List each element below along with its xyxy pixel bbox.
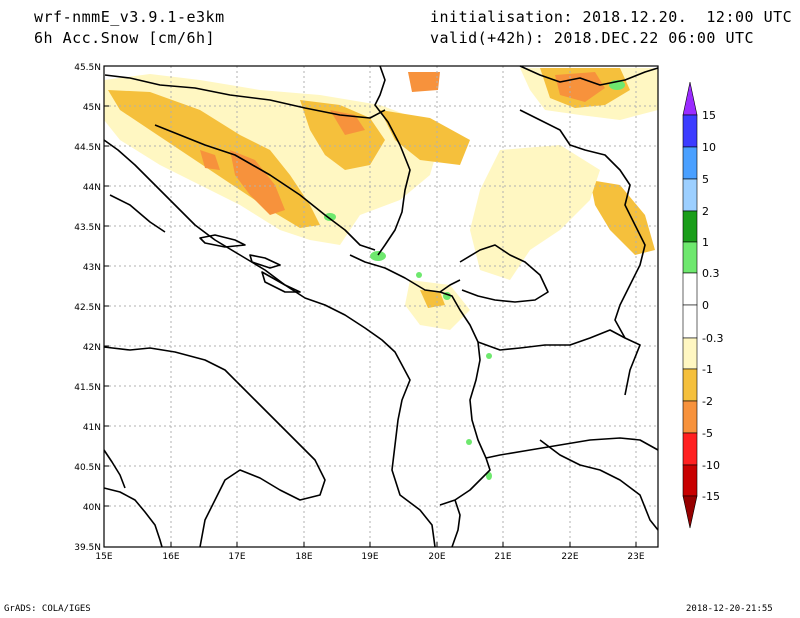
colorbar-box — [682, 400, 698, 434]
snow-moderate-south — [420, 290, 445, 308]
lat-label: 42.5N — [74, 303, 101, 313]
lat-label: 40.5N — [74, 463, 101, 473]
colorbar-label: -10 — [702, 459, 720, 472]
italy-ionian-coast — [103, 449, 126, 489]
colorbar-label: 0 — [702, 299, 709, 312]
colorbar-label: 10 — [702, 141, 716, 154]
kosovo-border — [459, 244, 549, 303]
snow-heavy-patch-1 — [230, 150, 285, 215]
lat-label: 40N — [83, 503, 101, 513]
lon-label: 16E — [162, 552, 179, 562]
colorbar-top-arrow — [682, 81, 698, 116]
axis-ticks — [104, 65, 637, 547]
footer-timestamp: 2018-12-20-21:55 — [686, 604, 773, 614]
footer-credit: GrADS: COLA/IGES — [4, 604, 91, 614]
init-time: initialisation: 2018.12.20. 12:00 UTC — [430, 8, 793, 26]
colorbar-box — [682, 272, 698, 306]
snow-green-5 — [416, 272, 422, 278]
bosnia-east-border — [374, 65, 411, 256]
lon-label: 21E — [494, 552, 511, 562]
lat-label: 44N — [83, 183, 101, 193]
valid-time: valid(+42h): 2018.DEC.22 06:00 UTC — [430, 29, 755, 47]
snow-green-2 — [370, 251, 386, 261]
colorbar-label: -0.3 — [702, 332, 723, 345]
lat-label: 41.5N — [74, 383, 101, 393]
italy-heel-coast — [103, 346, 326, 548]
snow-green-1 — [324, 213, 336, 221]
colorbar-box — [682, 210, 698, 243]
istria-coast — [109, 194, 166, 233]
lon-label: 23E — [627, 552, 644, 562]
snow-heavy-patch-3 — [200, 150, 220, 170]
colorbar-label: 0.3 — [702, 267, 720, 280]
colorbar-label: -15 — [702, 490, 720, 503]
island-hvar — [249, 254, 281, 269]
lat-label: 43N — [83, 263, 101, 273]
colorbar-label: -5 — [702, 427, 713, 440]
albania-east-border — [439, 291, 491, 506]
aegean-coast — [539, 439, 659, 531]
lon-labels: 15E 16E 17E 18E 19E 20E 21E 22E 23E — [95, 552, 644, 562]
snow-heavy-patch-2 — [330, 110, 365, 135]
model-title: wrf-nmmE_v3.9.1-e3km — [34, 8, 225, 26]
lon-label: 18E — [295, 552, 312, 562]
bosnia-north-border — [154, 124, 376, 251]
snow-green-8 — [486, 472, 492, 480]
lon-label: 15E — [95, 552, 112, 562]
colorbar-box — [682, 114, 698, 148]
montenegro-border — [349, 254, 461, 293]
croatia-north-border — [104, 74, 386, 119]
snow-green-7 — [466, 439, 472, 445]
lat-label: 42N — [83, 343, 101, 353]
colorbar-bottom-arrow — [682, 495, 698, 529]
lat-label: 45N — [83, 103, 101, 113]
epirus-coast — [451, 499, 461, 548]
lat-label: 44.5N — [74, 143, 101, 153]
island-korcula — [261, 271, 301, 293]
lon-label: 17E — [228, 552, 245, 562]
snow-moderate-east — [590, 180, 655, 255]
island-brac — [199, 234, 246, 248]
snow-heavy-ne — [555, 72, 605, 102]
macedonia-border — [477, 329, 641, 396]
lat-label: 39.5N — [74, 543, 101, 553]
snow-moderate-serbia — [380, 110, 470, 165]
colorbar: 15 10 5 2 1 0.3 0 -0.3 -1 -2 -5 -10 -15 — [682, 81, 723, 529]
lon-label: 20E — [428, 552, 445, 562]
colorbar-label: 5 — [702, 173, 709, 186]
colorbar-box — [682, 432, 698, 466]
colorbar-label: -1 — [702, 363, 713, 376]
lat-labels: 45.5N 45N 44.5N 44N 43.5N 43N 42.5N 42N … — [74, 63, 101, 553]
colorbar-box — [682, 368, 698, 402]
coastlines-borders — [103, 65, 659, 548]
colorbar-box — [682, 337, 698, 370]
colorbar-box — [682, 464, 698, 497]
colorbar-label: 15 — [702, 109, 716, 122]
colorbar-label: 1 — [702, 236, 709, 249]
romania-border — [519, 65, 659, 86]
greece-north-border — [485, 437, 659, 459]
snow-heavy-north — [408, 72, 440, 92]
adriatic-east-coast — [103, 139, 436, 548]
colorbar-box — [682, 146, 698, 180]
colorbar-label: -2 — [702, 395, 713, 408]
italy-south-coast — [103, 487, 163, 548]
serbia-bulgaria-border — [519, 109, 646, 339]
colorbar-box — [682, 178, 698, 212]
lat-label: 41N — [83, 423, 101, 433]
colorbar-box — [682, 241, 698, 274]
snow-green-6 — [486, 353, 492, 359]
lon-label: 19E — [361, 552, 378, 562]
lat-label: 45.5N — [74, 63, 101, 73]
colorbar-box — [682, 304, 698, 339]
colorbar-label: 2 — [702, 205, 709, 218]
lat-label: 43.5N — [74, 223, 101, 233]
lon-label: 22E — [561, 552, 578, 562]
field-title: 6h Acc.Snow [cm/6h] — [34, 29, 216, 47]
